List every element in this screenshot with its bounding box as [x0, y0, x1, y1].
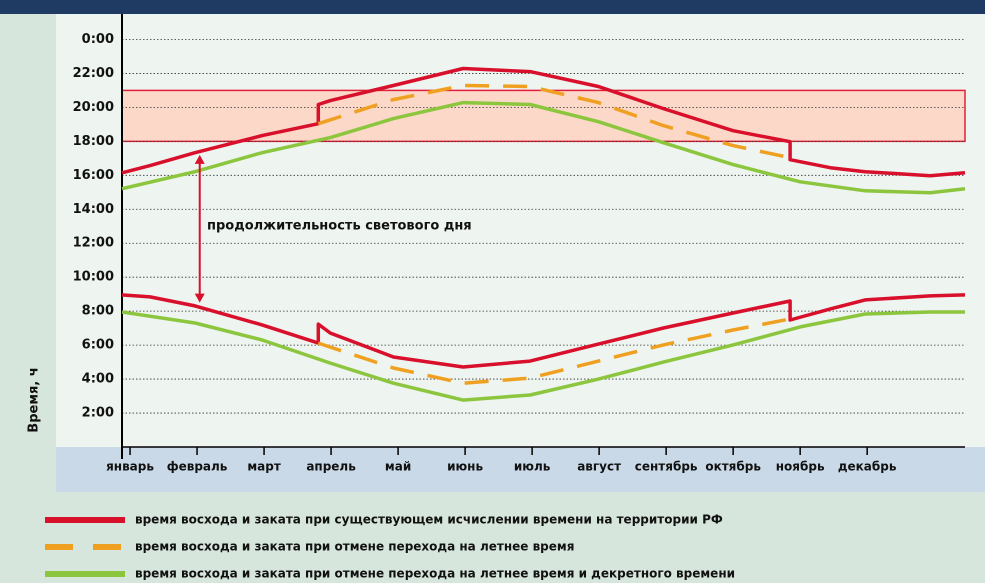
x-tick-label: апрель [306, 460, 356, 474]
y-tick-label: 18:00 [73, 134, 114, 149]
x-tick-label: август [577, 460, 621, 474]
y-tick-label: 10:00 [73, 270, 114, 285]
series-line [317, 83, 791, 160]
highlight-band [121, 89, 966, 143]
x-tick-label: ноябрь [776, 460, 825, 474]
x-tick-label: июль [514, 460, 551, 474]
y-tick-label: 20:00 [73, 100, 114, 115]
series-line [317, 317, 791, 385]
x-tick-label: июнь [447, 460, 483, 474]
y-tick-label: 8:00 [82, 304, 114, 319]
arrow-head [194, 293, 205, 303]
x-tick-label: октябрь [705, 460, 761, 474]
annotation: продолжительность светового дня [207, 219, 472, 234]
series-line [121, 100, 966, 195]
x-tick-label: март [247, 460, 280, 474]
plot-panel [56, 14, 985, 447]
y-axis-label: Время, ч [27, 367, 42, 432]
legend-label: время восхода и заката при отмене перехо… [135, 540, 574, 554]
legend-label: время восхода и заката при существующем … [135, 513, 723, 527]
y-tick-label: 6:00 [82, 338, 114, 353]
arrow-head [194, 154, 205, 164]
x-tick-label: декабрь [838, 460, 897, 474]
y-tick-label: 2:00 [82, 406, 114, 421]
y-tick-label: 4:00 [82, 372, 114, 387]
series-line [121, 293, 966, 369]
x-tick-label: февраль [167, 460, 228, 474]
y-tick-label: 14:00 [73, 202, 114, 217]
y-tick-label: 12:00 [73, 236, 114, 251]
series-line [121, 310, 965, 402]
x-tick-label: сентябрь [635, 460, 698, 474]
top-band [0, 0, 985, 14]
y-tick-label: 0:00 [82, 32, 114, 47]
y-tick-label: 22:00 [73, 66, 114, 81]
x-axis-band [56, 447, 985, 492]
series-line [121, 66, 966, 178]
x-tick-label: январь [106, 460, 154, 474]
x-tick-label: май [385, 460, 411, 474]
legend-label: время восхода и заката при отмене перехо… [135, 567, 735, 581]
y-tick-label: 16:00 [73, 168, 114, 183]
